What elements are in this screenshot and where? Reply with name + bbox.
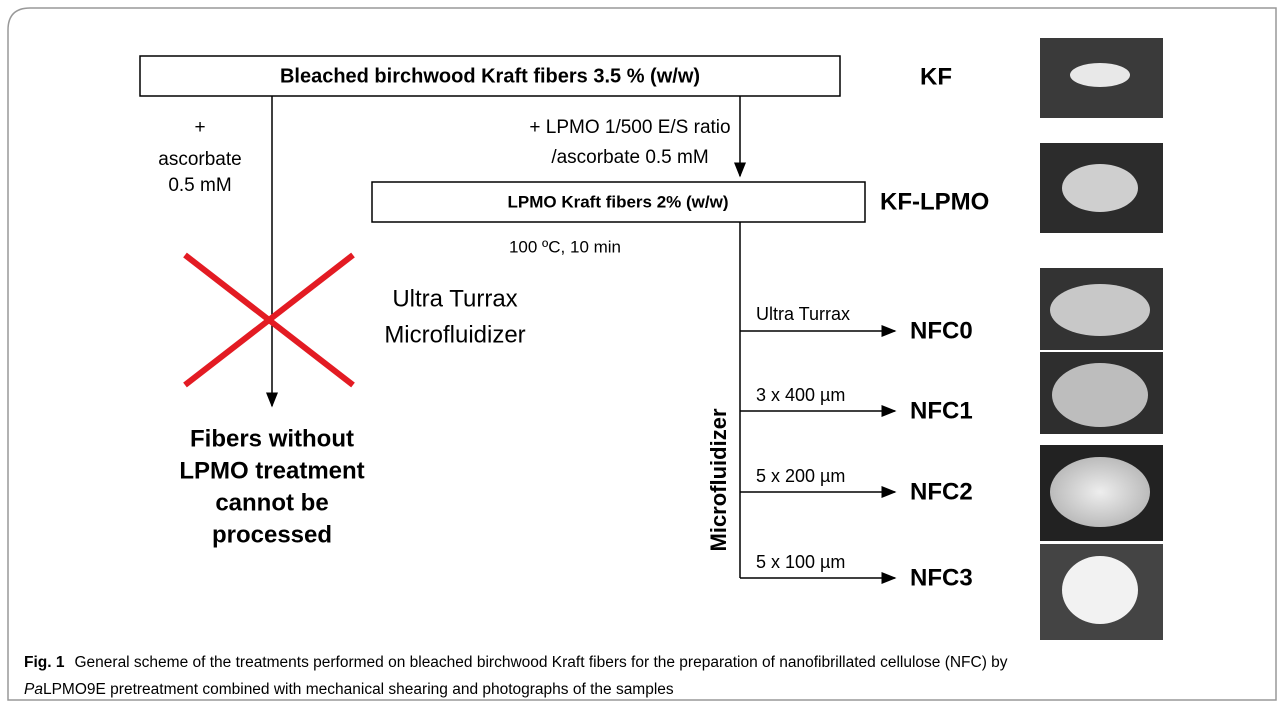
left-label: + xyxy=(194,117,205,138)
photo-sample xyxy=(1050,284,1150,336)
photos xyxy=(1040,38,1163,640)
treatment-label: 5 x 100 µm xyxy=(756,552,845,572)
kf-lpmo-label: KF-LPMO xyxy=(880,188,989,215)
photo-sample xyxy=(1062,164,1138,212)
crossed-label: Ultra Turrax xyxy=(392,285,517,312)
left-label: ascorbate xyxy=(158,149,241,170)
fail-label: processed xyxy=(212,521,332,548)
caption-text: LPMO9E pretreatment combined with mechan… xyxy=(43,681,674,698)
middle-box-label: LPMO Kraft fibers 2% (w/w) xyxy=(507,192,728,211)
caption-label: Fig. 1 xyxy=(24,654,65,671)
kf-label: KF xyxy=(920,63,952,90)
heat-label: 100 ºC, 10 min xyxy=(509,237,621,256)
treatment-label: Ultra Turrax xyxy=(756,304,850,324)
treatment-label: 3 x 400 µm xyxy=(756,385,845,405)
cross xyxy=(183,252,355,388)
photo-sample xyxy=(1062,556,1138,624)
fail-label: LPMO treatment xyxy=(179,457,364,484)
sample-label: NFC0 xyxy=(910,317,973,344)
crossed-label: Microfluidizer xyxy=(384,321,525,348)
photo-sample xyxy=(1070,63,1130,87)
fail-label: cannot be xyxy=(215,489,328,516)
middle-box xyxy=(371,181,866,223)
branches: Ultra Turrax 3 x 400 µm 5 x 200 µm 5 x 1… xyxy=(740,304,973,591)
sample-label: NFC1 xyxy=(910,397,973,424)
sample-label: NFC2 xyxy=(910,478,973,505)
frame xyxy=(7,7,1277,701)
fail-label: Fibers without xyxy=(190,425,354,452)
sample-label: NFC3 xyxy=(910,564,973,591)
microfluidizer-label: Microfluidizer xyxy=(706,408,731,551)
caption-italic: Pa xyxy=(24,681,43,698)
left-label: 0.5 mM xyxy=(168,175,231,196)
top-box-label: Bleached birchwood Kraft fibers 3.5 % (w… xyxy=(280,65,700,87)
right-label: + LPMO 1/500 E/S ratio xyxy=(529,117,730,138)
top-box xyxy=(139,55,841,97)
treatment-label: 5 x 200 µm xyxy=(756,466,845,486)
caption-line: PaLPMO9E pretreatment combined with mech… xyxy=(24,681,674,698)
photo-sample xyxy=(1052,363,1148,427)
caption-line: Fig. 1 General scheme of the treatments p… xyxy=(24,654,1008,671)
right-label: /ascorbate 0.5 mM xyxy=(551,147,708,168)
caption-text: General scheme of the treatments perform… xyxy=(74,654,1007,671)
photo-sample xyxy=(1050,457,1150,527)
